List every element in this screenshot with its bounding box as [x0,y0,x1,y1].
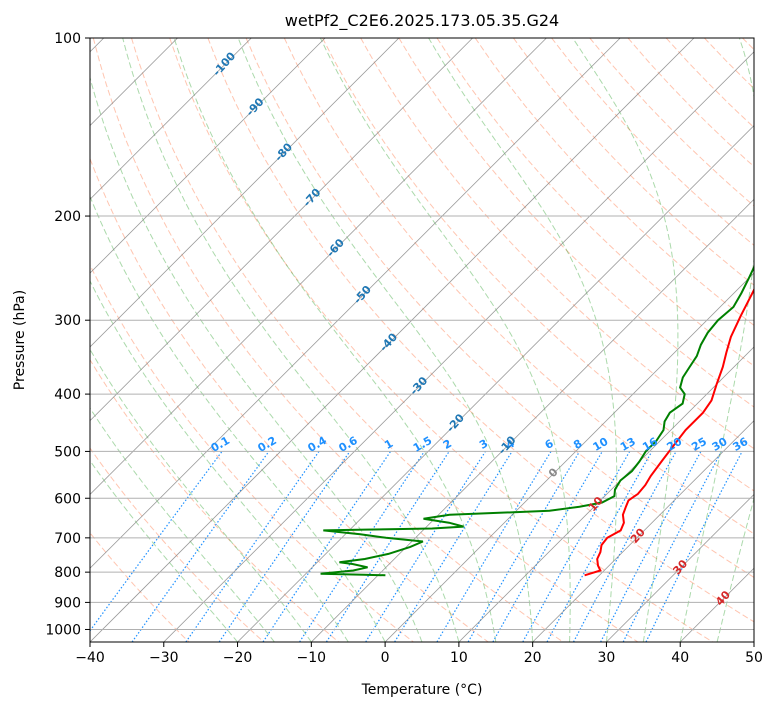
mixing-ratio-line [185,451,320,642]
y-tick-label: 900 [54,595,81,611]
isotherm [90,38,621,569]
chart-title: wetPf2_C2E6.2025.173.05.35.G24 [285,11,559,31]
dry-adiabat [90,157,489,642]
moist-adiabat [319,38,571,642]
moist-adiabat [90,348,312,642]
x-tick-label: −40 [75,650,105,666]
pressure-gridlines [90,38,754,630]
x-tick-label: −20 [223,650,253,666]
y-axis-label: Pressure (hPa) [12,290,28,390]
isotherm [532,420,754,642]
mixing-ratio-line [645,451,743,642]
isotherm [384,272,754,642]
mixing-ratio-line [622,451,722,642]
moist-adiabat [90,459,238,642]
x-tick-label: −30 [149,650,179,666]
moist-adiabat [122,38,460,642]
x-tick-label: 0 [381,650,390,666]
isotherm [90,38,473,422]
isotherm [606,493,754,642]
mixing-ratio-line [325,451,450,642]
dry-adiabat [398,38,754,408]
isotherm [753,641,754,642]
dry-adiabat [207,38,754,623]
y-tick-label: 200 [54,209,81,225]
moist-adiabat [237,38,534,642]
temperature-profile [584,287,754,577]
isotherm [90,38,326,274]
dry-adiabat [92,38,564,642]
dry-adiabat [131,38,639,642]
sounding-profiles [320,264,754,577]
y-tick-label: 400 [54,387,81,403]
isotherm [90,38,400,348]
y-tick-label: 500 [54,444,81,460]
mixing-ratio-line [546,451,653,642]
isotherm [163,51,754,642]
moist-adiabat [90,407,275,642]
x-axis-label: Temperature (°C) [361,682,483,698]
y-tick-label: 300 [54,313,81,329]
dry-adiabat [360,38,754,450]
moist-adiabat [572,38,679,642]
moist-adiabat [679,38,754,642]
mixing-ratio-line [522,451,631,642]
isotherm [458,346,754,642]
x-tick-label: 50 [745,650,763,666]
dry-adiabat [90,447,265,642]
y-tick-label: 600 [54,491,81,507]
mixing-ratio-line [365,451,486,642]
x-tick-label: 40 [671,650,689,666]
isotherm [90,38,695,642]
mixing-ratio-line [299,451,425,642]
mixing-ratio-line [262,451,392,642]
mixing-ratio-line [90,451,223,632]
x-tick-label: 30 [598,650,616,666]
isotherm [90,38,252,200]
dry-adiabat [322,38,754,492]
plot-background [90,38,754,642]
dry-adiabat [245,38,754,579]
x-tick-label: −10 [297,650,327,666]
y-tick-label: 1000 [45,622,81,638]
mixing-ratio-line [394,451,513,642]
moist-adiabat [90,75,423,642]
isotherm [90,38,547,496]
moist-adiabat [173,38,497,642]
mixing-ratio-line [572,451,677,642]
mixing-ratio-line [600,451,702,642]
x-tick-label: 10 [450,650,468,666]
dewpoint-profile [320,264,754,577]
plot-frame [89,37,755,643]
mixing-ratio-line [218,451,351,642]
y-tick-label: 800 [54,565,81,581]
mixing-ratio-line [131,451,270,642]
dry-adiabat [436,38,754,367]
moist-adiabat [90,195,386,642]
dry-adiabat [169,38,713,642]
isotherm [237,124,754,642]
y-tick-label: 100 [54,31,81,47]
y-tick-label: 700 [54,531,81,547]
x-axis-ticks: −40 −30 −20 −10 0 10 20 30 40 50 [75,642,763,666]
y-axis-ticks: 100 200 300 400 500 600 700 800 900 1000 [45,31,90,638]
x-tick-label: 20 [524,650,542,666]
